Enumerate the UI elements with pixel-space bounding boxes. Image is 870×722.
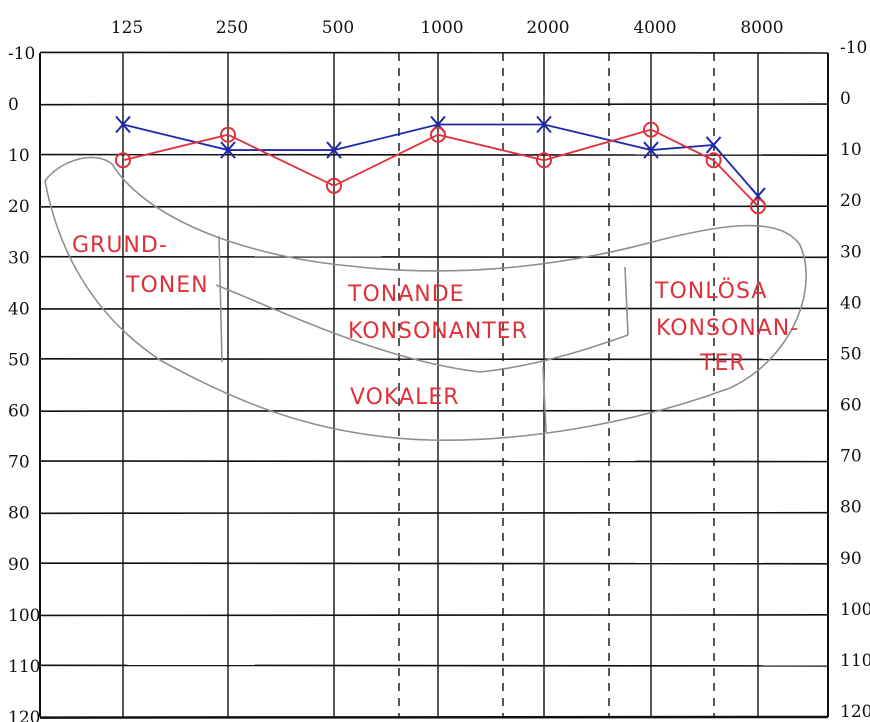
y-tick-label-left: 20 xyxy=(8,197,30,217)
y-tick-label-left: 110 xyxy=(8,657,40,677)
y-tick-label-right: -10 xyxy=(840,38,867,58)
annotation-text: GRUND- xyxy=(72,233,168,258)
grid-hline xyxy=(39,103,829,106)
y-tick-label-left: 30 xyxy=(8,248,30,268)
data-point-x xyxy=(643,141,659,159)
annotation-text: TONLÖSA xyxy=(654,278,767,304)
grid-hline xyxy=(39,664,829,667)
y-tick-label-left: 40 xyxy=(8,299,30,319)
data-point-o xyxy=(705,152,722,169)
x-tick-label: 250 xyxy=(216,18,248,38)
banana-divider-3 xyxy=(542,366,547,433)
data-point-o xyxy=(115,152,131,169)
y-tick-label-right: 0 xyxy=(840,89,851,109)
grid-hline xyxy=(39,511,829,515)
banana-divider-2 xyxy=(624,266,629,336)
data-point-o xyxy=(750,198,766,215)
banana-divider-1 xyxy=(218,235,223,363)
y-tick-label-right: 120 xyxy=(840,702,870,722)
annotation-text: TER xyxy=(699,351,746,376)
y-tick-label-right: 80 xyxy=(840,498,862,518)
grid-hline xyxy=(39,614,829,617)
y-tick-label-right: 110 xyxy=(840,651,870,671)
grid-hline xyxy=(39,715,829,719)
x-tick-label: 125 xyxy=(111,18,143,38)
grid-hline xyxy=(39,358,829,361)
x-tick-label: 2000 xyxy=(526,18,569,38)
grid-hline xyxy=(39,205,829,208)
y-tick-label-left: 0 xyxy=(8,95,19,115)
y-tick-label-left: 120 xyxy=(8,708,40,722)
data-point-o xyxy=(536,152,552,169)
banana-outline xyxy=(44,156,807,441)
annotation-text: TONEN xyxy=(125,273,209,298)
y-tick-label-left: 90 xyxy=(8,555,30,575)
y-tick-label-left: 80 xyxy=(8,504,30,524)
y-tick-label-left: 50 xyxy=(8,350,30,370)
y-tick-label-left: 60 xyxy=(8,402,30,422)
y-tick-label-right: 70 xyxy=(840,447,862,467)
data-point-o xyxy=(430,126,446,143)
data-point-x xyxy=(705,136,722,154)
grid-hline xyxy=(39,51,829,54)
y-tick-label-left: 10 xyxy=(8,146,30,166)
banana-inner-curve xyxy=(215,284,629,373)
series-group xyxy=(115,115,766,215)
grid-hline xyxy=(39,153,829,156)
annotation-text: KONSONANTER xyxy=(348,319,528,344)
speech-banana xyxy=(44,156,807,441)
series-line xyxy=(122,128,759,207)
data-point-x xyxy=(220,141,236,159)
y-tick-label-left: 70 xyxy=(8,453,30,473)
annotation-text: KONSONAN- xyxy=(656,316,799,341)
y-tick-label-right: 30 xyxy=(840,242,862,262)
grid-hline xyxy=(39,562,829,565)
grid-hline xyxy=(39,255,829,259)
y-tick-label-left: 100 xyxy=(8,606,40,626)
y-tick-label-right: 50 xyxy=(840,344,862,364)
grid-hline xyxy=(39,460,829,463)
grid xyxy=(39,51,829,719)
annotations: GRUND- TONEN TONANDE KONSONANTER VOKALER TONL… xyxy=(72,233,799,410)
x-tick-label: 8000 xyxy=(740,18,783,38)
data-point-x xyxy=(536,115,552,134)
data-point-x xyxy=(115,115,131,134)
x-tick-label: 500 xyxy=(322,18,354,38)
grid-hline xyxy=(39,409,829,412)
series-line xyxy=(122,123,759,197)
annotation-text: VOKALER xyxy=(350,385,460,410)
data-point-o xyxy=(326,177,342,194)
axis-ticks: 125 250 500 1000 2000 4000 8000 -10 -10 0 0 10 10 20 2… xyxy=(8,18,870,722)
y-tick-label-right: 60 xyxy=(840,396,862,416)
y-tick-label-right: 90 xyxy=(840,549,862,569)
y-tick-label-right: 20 xyxy=(840,191,862,211)
data-point-o xyxy=(220,126,236,143)
y-tick-label-right: 100 xyxy=(840,600,870,620)
x-tick-label: 1000 xyxy=(420,18,463,38)
data-point-o xyxy=(643,121,659,138)
grid-hline xyxy=(39,307,829,310)
y-tick-label-right: 10 xyxy=(840,140,862,160)
y-tick-label-left: -10 xyxy=(8,44,35,64)
data-point-x xyxy=(326,141,342,159)
x-tick-label: 4000 xyxy=(633,18,676,38)
y-tick-label-right: 40 xyxy=(840,293,862,313)
annotation-text: TONANDE xyxy=(347,282,465,307)
